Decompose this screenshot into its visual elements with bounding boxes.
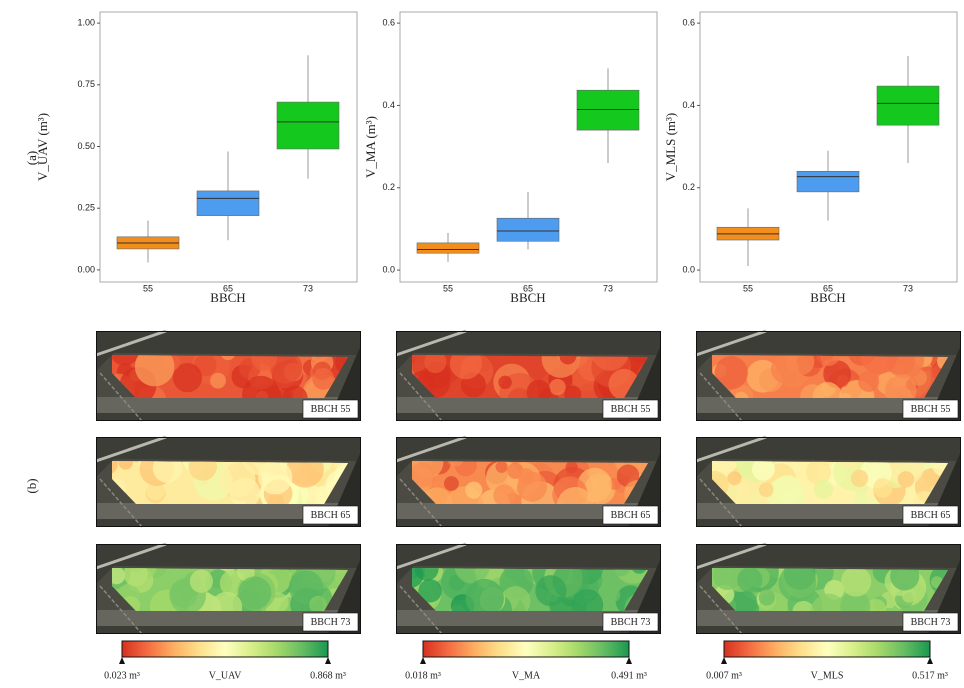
y-tick-label: 0.4 <box>682 100 695 110</box>
y-tick-label: 0.6 <box>382 17 395 27</box>
y-axis-label: V_MA (m³) <box>363 116 378 178</box>
x-tick-label: 55 <box>743 283 753 293</box>
colorbar <box>724 641 930 657</box>
map-label: BBCH 73 <box>311 617 351 628</box>
x-tick-label: 73 <box>603 283 613 293</box>
colorbar <box>122 641 328 657</box>
map-label: BBCH 65 <box>611 510 651 521</box>
colorbar-max: 0.517 m³ <box>912 670 948 681</box>
map: BBCH 55 <box>96 331 365 421</box>
y-tick-label: 1.00 <box>77 17 95 27</box>
box <box>417 243 479 253</box>
colorbar-name: V_MLS <box>811 670 844 681</box>
map-label: BBCH 55 <box>311 404 351 415</box>
y-tick-label: 0.6 <box>682 17 695 27</box>
x-tick-label: 73 <box>903 283 913 293</box>
x-tick-label: 55 <box>443 283 453 293</box>
colorbar-min: 0.023 m³ <box>104 670 140 681</box>
y-tick-label: 0.0 <box>382 264 395 274</box>
map: BBCH 65 <box>690 437 964 527</box>
colorbar <box>423 641 629 657</box>
y-tick-label: 0.2 <box>682 182 695 192</box>
colorbar-marker <box>119 657 125 664</box>
y-axis-label: V_UAV (m³) <box>35 113 50 181</box>
y-tick-label: 0.25 <box>77 203 95 213</box>
map: BBCH 55 <box>391 331 663 421</box>
box <box>877 86 939 125</box>
colorbar-max: 0.491 m³ <box>611 670 647 681</box>
map: BBCH 73 <box>394 544 661 634</box>
box <box>197 191 259 216</box>
box <box>797 171 859 192</box>
y-tick-label: 0.00 <box>77 264 95 274</box>
map-label: BBCH 55 <box>611 404 651 415</box>
figure: (a) (b) 0.000.250.500.751.00V_UAV (m³)BB… <box>0 0 964 688</box>
colorbar-min: 0.018 m³ <box>405 670 441 681</box>
x-tick-label: 65 <box>523 283 533 293</box>
colorbar-marker <box>721 657 727 664</box>
x-tick-label: 65 <box>823 283 833 293</box>
colorbar-name: V_UAV <box>209 670 242 681</box>
map-label: BBCH 65 <box>911 510 951 521</box>
map-label: BBCH 73 <box>911 617 951 628</box>
map: BBCH 55 <box>696 331 964 421</box>
map-label: BBCH 65 <box>311 510 351 521</box>
colorbar-min: 0.007 m³ <box>706 670 742 681</box>
y-tick-label: 0.75 <box>77 79 95 89</box>
x-tick-label: 55 <box>143 283 153 293</box>
box <box>277 102 339 149</box>
colorbar-max: 0.868 m³ <box>310 670 346 681</box>
map: BBCH 65 <box>396 437 661 527</box>
x-tick-label: 65 <box>223 283 233 293</box>
box <box>577 90 639 130</box>
panel-label: (b) <box>24 478 39 493</box>
y-tick-label: 0.50 <box>77 141 95 151</box>
map: BBCH 73 <box>696 544 961 634</box>
x-tick-label: 73 <box>303 283 313 293</box>
map-label: BBCH 73 <box>611 617 651 628</box>
colorbar-marker <box>626 657 632 664</box>
y-tick-label: 0.4 <box>382 100 395 110</box>
map-label: BBCH 55 <box>911 404 951 415</box>
plot-frame <box>700 12 957 282</box>
y-tick-label: 0.2 <box>382 182 395 192</box>
y-tick-label: 0.0 <box>682 264 695 274</box>
colorbar-marker <box>325 657 331 664</box>
y-axis-label: V_MLS (m³) <box>663 113 678 182</box>
map: BBCH 73 <box>96 544 364 634</box>
colorbar-marker <box>420 657 426 664</box>
map: BBCH 65 <box>95 437 365 527</box>
colorbar-marker <box>927 657 933 664</box>
box <box>497 218 559 241</box>
colorbar-name: V_MA <box>512 670 541 681</box>
